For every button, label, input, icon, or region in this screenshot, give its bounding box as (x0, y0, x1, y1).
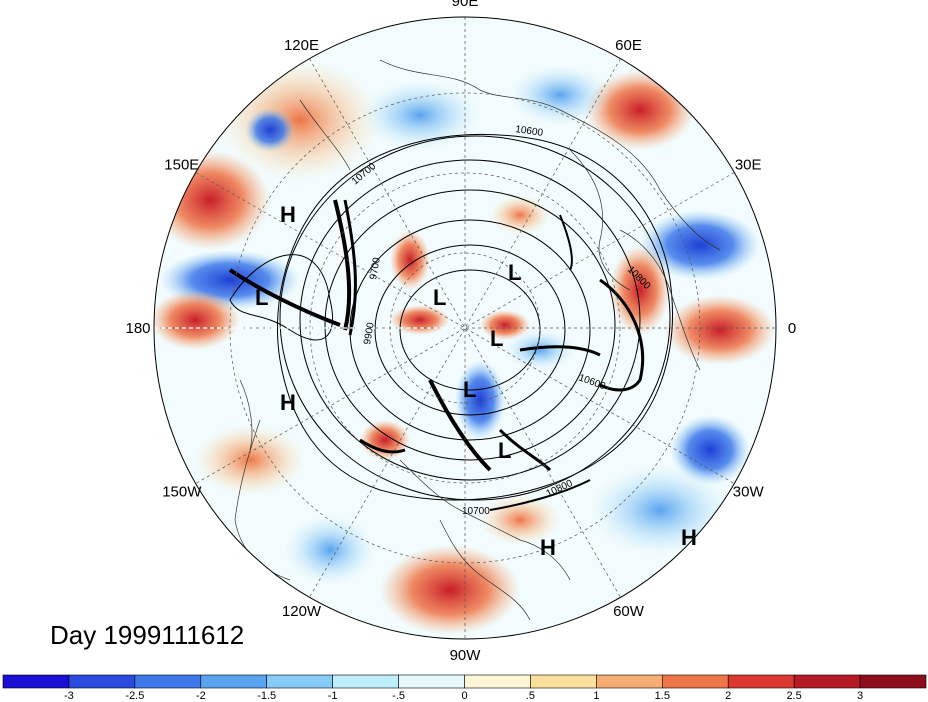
longitude-label: 150E (164, 157, 199, 174)
colorbar-tick-label: -.5 (392, 690, 405, 702)
colorbar-box (332, 674, 399, 689)
low-marker: L (498, 438, 511, 463)
high-marker: H (540, 535, 556, 560)
low-marker: L (433, 285, 446, 310)
colorbar-box (727, 674, 795, 689)
colorbar-tick-label: -1 (328, 690, 338, 702)
height-contours (228, 133, 673, 511)
colorbar-tick-label: -1.5 (257, 690, 276, 702)
low-marker: L (508, 260, 521, 285)
colorbar-box (530, 674, 597, 689)
longitude-label: 60W (613, 603, 645, 620)
colorbar-tick-label: -2.5 (125, 690, 144, 702)
colorbar-tick-label: 1 (593, 690, 599, 702)
colorbar-tick-label: .5 (526, 690, 535, 702)
high-marker: H (681, 525, 697, 550)
colorbar-box (398, 674, 465, 689)
colorbar-tick-label: 1.5 (655, 690, 670, 702)
contour-label: 10700 (462, 506, 490, 517)
colorbar-boxes (2, 674, 927, 689)
longitude-label: 120E (284, 37, 319, 54)
colorbar-box (596, 674, 663, 689)
colorbar-tick-label: 2 (725, 690, 731, 702)
contour-label: 9900 (362, 321, 377, 345)
longitude-label: 30W (733, 484, 765, 501)
pressure-markers: H L L H L L L L L H H (255, 202, 697, 560)
longitude-label: 60E (615, 37, 642, 54)
low-marker: L (490, 326, 503, 351)
low-marker: L (255, 285, 268, 310)
colorbar-tick-labels: -3 -2.5 -2 -1.5 -1 -.5 0 .5 1 1.5 2 2.5 3 (64, 690, 863, 702)
longitude-label: 0 (788, 320, 796, 337)
colorbar-box (134, 674, 202, 689)
longitude-label: 90E (452, 0, 479, 10)
colorbar-tick-label: 2.5 (786, 690, 801, 702)
longitude-label: 150W (162, 484, 202, 501)
coastlines (234, 59, 721, 621)
longitude-label: 90W (450, 647, 482, 664)
colorbar-tick-label: 3 (857, 690, 863, 702)
longitude-labels: 90E 60E 30E 0 30W 60W 90W 120W 150W 180 150E 120E (125, 0, 796, 664)
longitude-label: 120W (282, 603, 322, 620)
colorbar-tick-label: -3 (64, 690, 74, 702)
colorbar-box (661, 674, 729, 689)
map-boundary (153, 16, 777, 640)
colorbar-box (200, 674, 268, 689)
high-marker: H (280, 202, 296, 227)
contour-label: 10600 (515, 124, 545, 139)
colorbar-box (266, 674, 333, 689)
colorbar-box (2, 674, 70, 689)
high-marker: H (280, 390, 296, 415)
colorbar-box (68, 674, 136, 689)
longitude-label: 30E (735, 157, 762, 174)
longitude-label: 180 (125, 320, 150, 337)
graticule (154, 17, 776, 639)
colorbar-box (859, 674, 927, 689)
low-marker: L (463, 377, 476, 402)
contour-label: 9700 (368, 256, 383, 280)
colorbar-tick-label: -2 (196, 690, 206, 702)
colorbar-box (793, 674, 861, 689)
colorbar-box (464, 674, 531, 689)
colorbar-tick-label: 0 (461, 690, 467, 702)
day-label: Day 1999111612 (50, 620, 245, 650)
